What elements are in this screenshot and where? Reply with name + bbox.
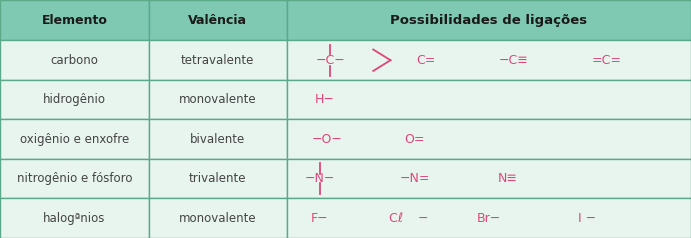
Bar xyxy=(149,0,287,40)
Text: trivalente: trivalente xyxy=(189,172,247,185)
Text: H−: H− xyxy=(315,93,335,106)
Bar xyxy=(149,80,287,119)
Text: −C−: −C− xyxy=(316,54,346,67)
Bar xyxy=(149,119,287,159)
Bar xyxy=(287,159,691,198)
Text: C: C xyxy=(388,212,397,225)
Text: oxigênio e enxofre: oxigênio e enxofre xyxy=(20,133,129,146)
Text: −N−: −N− xyxy=(305,172,335,185)
Text: Br−: Br− xyxy=(477,212,502,225)
Text: =C=: =C= xyxy=(591,54,622,67)
Text: halogªnios: halogªnios xyxy=(44,212,106,225)
Text: bivalente: bivalente xyxy=(190,133,245,146)
Text: −O−: −O− xyxy=(312,133,342,146)
Bar xyxy=(0,119,149,159)
Text: hidrogênio: hidrogênio xyxy=(43,93,106,106)
Text: Possibilidades de ligações: Possibilidades de ligações xyxy=(390,14,587,27)
Bar xyxy=(287,80,691,119)
Bar xyxy=(287,0,691,40)
Bar xyxy=(0,198,149,238)
Text: O=: O= xyxy=(404,133,425,146)
Bar xyxy=(149,198,287,238)
Bar xyxy=(149,40,287,80)
Bar xyxy=(0,80,149,119)
Bar xyxy=(287,198,691,238)
Text: −C≡: −C≡ xyxy=(499,54,529,67)
Text: −: − xyxy=(418,212,428,225)
Text: C=: C= xyxy=(417,54,436,67)
Text: N≡: N≡ xyxy=(498,172,518,185)
Text: monovalente: monovalente xyxy=(179,212,256,225)
Bar xyxy=(149,159,287,198)
Text: $\ell$: $\ell$ xyxy=(397,211,404,225)
Text: F−: F− xyxy=(311,212,329,225)
Text: monovalente: monovalente xyxy=(179,93,256,106)
Text: nitrogênio e fósforo: nitrogênio e fósforo xyxy=(17,172,132,185)
Bar xyxy=(287,40,691,80)
Bar xyxy=(287,119,691,159)
Text: −N=: −N= xyxy=(399,172,430,185)
Bar xyxy=(0,40,149,80)
Text: tetravalente: tetravalente xyxy=(181,54,254,67)
Text: carbono: carbono xyxy=(50,54,98,67)
Bar xyxy=(0,0,149,40)
Text: Elemento: Elemento xyxy=(41,14,107,27)
Text: I −: I − xyxy=(578,212,596,225)
Bar xyxy=(0,159,149,198)
Text: Valência: Valência xyxy=(188,14,247,27)
